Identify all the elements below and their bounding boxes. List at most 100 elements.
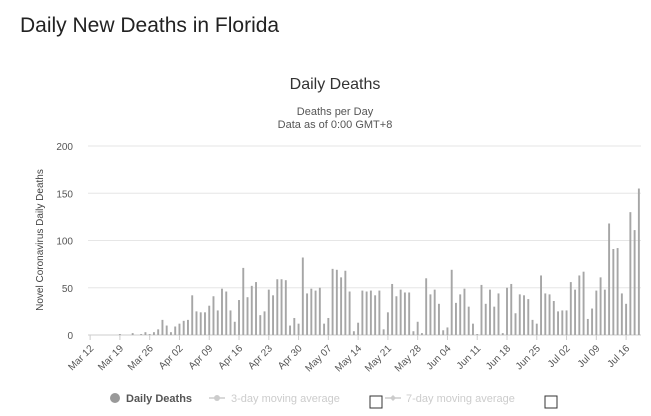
bar[interactable] (174, 326, 177, 336)
bar[interactable] (446, 327, 449, 335)
bar[interactable] (267, 289, 270, 335)
bar[interactable] (442, 330, 445, 335)
bar[interactable] (310, 288, 313, 335)
bar[interactable] (187, 319, 189, 335)
bar[interactable] (574, 289, 577, 335)
bar[interactable] (191, 295, 194, 335)
bar[interactable] (323, 323, 326, 335)
bar[interactable] (608, 223, 611, 335)
bar[interactable] (280, 279, 283, 335)
bar[interactable] (403, 292, 406, 335)
bar[interactable] (386, 312, 389, 335)
bar[interactable] (629, 212, 632, 335)
bar[interactable] (450, 269, 453, 335)
bar[interactable] (544, 293, 547, 335)
bar[interactable] (314, 290, 317, 335)
bar[interactable] (476, 334, 479, 335)
bar[interactable] (352, 331, 355, 335)
bar[interactable] (412, 331, 415, 335)
bar[interactable] (518, 294, 521, 335)
bar[interactable] (484, 303, 487, 335)
bar[interactable] (561, 310, 564, 335)
bar[interactable] (301, 257, 304, 335)
bar[interactable] (178, 323, 181, 335)
bar[interactable] (348, 291, 351, 335)
bar[interactable] (637, 188, 640, 335)
bar[interactable] (433, 289, 436, 335)
bar[interactable] (382, 329, 385, 335)
bar[interactable] (229, 310, 232, 335)
bar[interactable] (212, 296, 215, 335)
bar[interactable] (255, 282, 257, 335)
bar[interactable] (463, 288, 466, 335)
bar[interactable] (263, 311, 266, 336)
bar[interactable] (467, 306, 470, 335)
legend-item-daily-deaths[interactable]: Daily Deaths (110, 393, 192, 405)
bar[interactable] (259, 315, 262, 335)
bar[interactable] (540, 275, 542, 335)
bar[interactable] (493, 306, 496, 335)
bar[interactable] (284, 280, 287, 335)
bar[interactable] (527, 299, 530, 335)
bar[interactable] (425, 278, 428, 335)
bar[interactable] (297, 323, 300, 335)
bar[interactable] (523, 295, 525, 335)
bar[interactable] (582, 271, 585, 335)
bar[interactable] (591, 308, 594, 335)
bar[interactable] (578, 275, 581, 335)
bar[interactable] (510, 283, 513, 335)
bar[interactable] (204, 312, 206, 335)
legend-item-3-day-average[interactable]: 3-day moving average (209, 393, 340, 405)
bar[interactable] (429, 294, 432, 335)
bar[interactable] (276, 279, 279, 335)
bar[interactable] (327, 317, 330, 335)
bar[interactable] (420, 333, 423, 335)
bar[interactable] (344, 270, 347, 335)
bar[interactable] (306, 293, 309, 335)
bar[interactable] (531, 319, 534, 335)
bar[interactable] (603, 289, 606, 335)
bar[interactable] (148, 334, 151, 335)
bar[interactable] (169, 332, 172, 335)
bar[interactable] (118, 334, 121, 335)
bar[interactable] (238, 300, 240, 335)
bar[interactable] (289, 325, 292, 335)
bar[interactable] (246, 297, 249, 335)
legend-checkbox-3-day[interactable] (369, 395, 383, 409)
bar[interactable] (399, 289, 402, 335)
bar[interactable] (472, 323, 474, 335)
bar[interactable] (595, 290, 598, 335)
bar[interactable] (293, 317, 296, 335)
bar[interactable] (318, 287, 321, 335)
bar[interactable] (633, 230, 636, 335)
bar[interactable] (161, 319, 164, 335)
bar[interactable] (395, 296, 398, 335)
bar[interactable] (144, 332, 147, 335)
bar[interactable] (195, 311, 198, 336)
bar[interactable] (459, 294, 462, 335)
bar[interactable] (157, 329, 160, 335)
bar[interactable] (586, 318, 589, 335)
bar[interactable] (552, 300, 555, 335)
bar[interactable] (250, 285, 253, 335)
bar[interactable] (165, 325, 168, 335)
bar[interactable] (569, 282, 572, 335)
bar[interactable] (216, 310, 219, 335)
bar[interactable] (501, 333, 504, 335)
bar[interactable] (131, 333, 134, 335)
bar[interactable] (272, 295, 274, 335)
bar[interactable] (612, 249, 615, 335)
bar[interactable] (620, 293, 623, 335)
bar[interactable] (408, 292, 411, 335)
bar[interactable] (378, 290, 381, 335)
bar[interactable] (140, 334, 143, 335)
bar[interactable] (357, 322, 360, 335)
bar[interactable] (535, 323, 538, 335)
bar[interactable] (548, 294, 551, 335)
bar[interactable] (331, 268, 334, 335)
bar[interactable] (625, 303, 628, 335)
bar[interactable] (225, 291, 228, 335)
bar[interactable] (497, 293, 500, 335)
bar[interactable] (455, 302, 457, 335)
bar[interactable] (221, 288, 223, 335)
